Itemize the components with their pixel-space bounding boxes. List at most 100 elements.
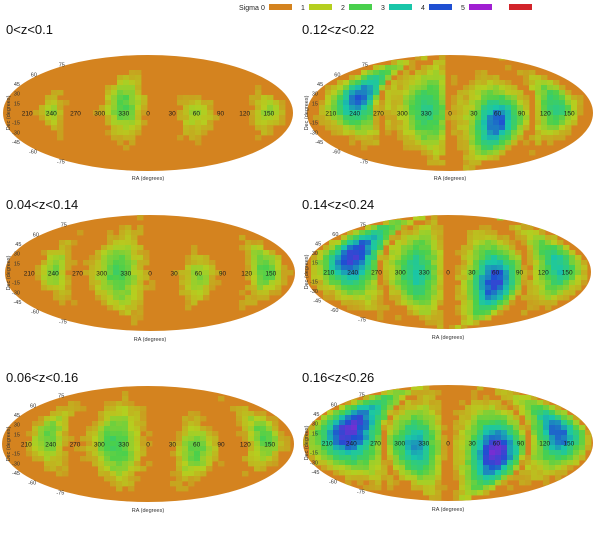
heatmap-cell	[389, 225, 396, 231]
heatmap-cell	[511, 90, 518, 96]
heatmap-cell	[395, 245, 402, 251]
heatmap-cell	[473, 230, 480, 236]
heatmap-cell	[573, 430, 580, 436]
heatmap-cell	[269, 285, 276, 291]
heatmap-cell	[531, 445, 538, 451]
heatmap-cell	[381, 410, 388, 416]
heatmap-cell	[273, 110, 280, 116]
heatmap-cell	[119, 275, 126, 281]
heatmap-cell	[403, 75, 410, 81]
heatmap-cell	[563, 255, 570, 261]
heatmap-cell	[397, 65, 404, 71]
heatmap-cell	[435, 410, 442, 416]
heatmap-cell	[197, 255, 204, 261]
heatmap-cell	[567, 455, 574, 461]
heatmap-cell	[371, 300, 378, 306]
heatmap-cell	[545, 275, 552, 281]
heatmap-cell	[431, 250, 438, 256]
heatmap-cell	[507, 470, 514, 476]
heatmap-cell	[425, 240, 432, 246]
heatmap-cell	[483, 405, 490, 411]
heatmap-cell	[519, 445, 526, 451]
heatmap-cell	[423, 390, 430, 396]
heatmap-cell	[185, 290, 192, 296]
heatmap-cell	[275, 255, 282, 261]
ra-tick-label: 270	[371, 270, 382, 277]
heatmap-cell	[505, 140, 512, 146]
heatmap-cell	[539, 270, 546, 276]
heatmap-cell	[485, 245, 492, 251]
heatmap-cell	[561, 440, 568, 446]
heatmap-cell	[269, 275, 276, 281]
heatmap-cell	[260, 456, 267, 462]
heatmap-cell	[439, 100, 446, 106]
heatmap-cell	[303, 440, 310, 446]
heatmap-cell	[387, 400, 394, 406]
heatmap-cell	[509, 275, 516, 281]
heatmap-cell	[345, 460, 352, 466]
heatmap-cell	[176, 456, 183, 462]
heatmap-cell	[523, 70, 530, 76]
heatmap-cell	[335, 270, 342, 276]
heatmap-cell	[339, 405, 346, 411]
heatmap-cell	[353, 260, 360, 266]
heatmap-cell	[375, 465, 382, 471]
heatmap-cell	[463, 130, 470, 136]
heatmap-cell	[409, 90, 416, 96]
heatmap-cell	[349, 95, 356, 101]
heatmap-cell	[131, 245, 138, 251]
heatmap-cell	[369, 465, 376, 471]
heatmap-cell	[415, 80, 422, 86]
heatmap-cell	[425, 260, 432, 266]
heatmap-cell	[427, 90, 434, 96]
heatmap-cell	[477, 425, 484, 431]
heatmap-cell	[357, 405, 364, 411]
heatmap-cell	[387, 395, 394, 401]
heatmap-cell	[503, 240, 510, 246]
heatmap-cell	[98, 411, 105, 417]
heatmap-cell	[481, 85, 488, 91]
heatmap-cell	[107, 230, 114, 236]
heatmap-cell	[509, 280, 516, 286]
heatmap-cell	[329, 270, 336, 276]
heatmap-cell	[131, 295, 138, 301]
ra-tick-label: 30	[469, 441, 477, 448]
ra-tick-label: 240	[349, 111, 360, 118]
heatmap-cell	[545, 255, 552, 261]
heatmap-cell	[453, 425, 460, 431]
heatmap-cell	[427, 140, 434, 146]
heatmap-cell	[44, 436, 51, 442]
heatmap-cell	[437, 295, 444, 301]
heatmap-cell	[561, 470, 568, 476]
heatmap-cell	[489, 465, 496, 471]
heatmap-cell	[194, 411, 201, 417]
heatmap-cell	[92, 441, 99, 447]
heatmap-cell	[251, 255, 258, 261]
heatmap-cell	[32, 426, 39, 432]
heatmap-cell	[183, 110, 190, 116]
heatmap-cell	[429, 420, 436, 426]
heatmap-cell	[421, 65, 428, 71]
heatmap-cell	[95, 255, 102, 261]
heatmap-cell	[397, 130, 404, 136]
heatmap-cell	[533, 260, 540, 266]
heatmap-cell	[123, 130, 130, 136]
heatmap-cell	[361, 90, 368, 96]
heatmap-cell	[403, 145, 410, 151]
heatmap-cell	[473, 295, 480, 301]
heatmap-cell	[373, 90, 380, 96]
heatmap-cell	[200, 441, 207, 447]
heatmap-cell	[495, 425, 502, 431]
heatmap-cell	[545, 280, 552, 286]
heatmap-cell	[122, 436, 129, 442]
ra-tick-label: 0	[148, 271, 152, 278]
heatmap-cell	[533, 230, 540, 236]
heatmap-cell	[457, 125, 464, 131]
heatmap-cell	[351, 465, 358, 471]
heatmap-cell	[273, 105, 280, 111]
heatmap-cell	[375, 410, 382, 416]
heatmap-cell	[401, 275, 408, 281]
ra-tick-label: 120	[539, 441, 550, 448]
heatmap-cell	[439, 135, 446, 141]
heatmap-cell	[497, 270, 504, 276]
